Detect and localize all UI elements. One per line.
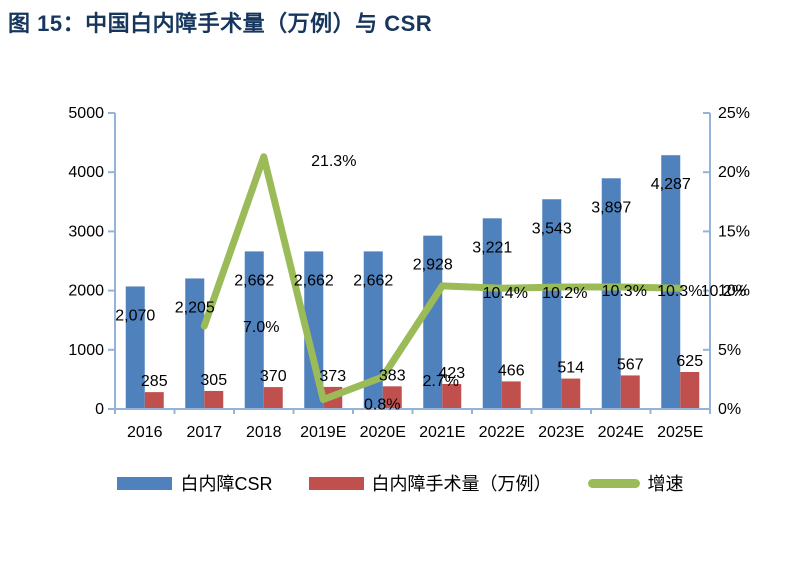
- growth-line: [200, 153, 684, 403]
- surgery-bar: [501, 381, 521, 409]
- x-axis-category-label: 2025E: [657, 424, 703, 441]
- surgery-bar-label: 423: [438, 365, 465, 382]
- legend-item-csr: 白内障CSR: [117, 470, 273, 496]
- left-axis-tick-label: 1000: [68, 342, 104, 359]
- legend-item-growth: 增速: [587, 470, 684, 496]
- left-axis-tick-label: 0: [95, 401, 104, 418]
- csr-bar-label: 2,070: [115, 307, 155, 324]
- csr-bar-label: 2,928: [413, 257, 453, 274]
- surgery-bar-label: 370: [260, 368, 287, 385]
- left-axis-tick-label: 4000: [68, 164, 104, 181]
- surgery-bar-label: 514: [557, 360, 584, 377]
- surgery-bar-label: 466: [498, 362, 525, 379]
- right-axis-tick-label: 5%: [718, 342, 741, 359]
- surgery-bar-label: 625: [676, 353, 703, 370]
- chart-legend: 白内障CSR 白内障手术量（万例） 增速: [0, 470, 801, 496]
- legend-item-surgery: 白内障手术量（万例）: [308, 470, 552, 496]
- growth-line-label: 10.3%: [657, 283, 702, 300]
- growth-line-label: 0.8%: [364, 397, 400, 414]
- x-axis-category-label: 2022E: [479, 424, 525, 441]
- surgery-bar-label: 383: [379, 367, 406, 384]
- left-axis-tick-label: 2000: [68, 283, 104, 300]
- growth-line-label: 10.3%: [602, 283, 647, 300]
- x-axis-category-label: 2016: [127, 424, 163, 441]
- csr-bar: [601, 178, 621, 409]
- csr-bar: [482, 218, 502, 409]
- csr-bar-label: 2,662: [353, 272, 393, 289]
- left-axis-tick-label: 5000: [68, 105, 104, 122]
- legend-label-surgery: 白内障手术量（万例）: [371, 474, 552, 494]
- csr-bar-label: 3,543: [532, 220, 572, 237]
- legend-label-csr: 白内障CSR: [180, 474, 273, 494]
- csr-bar: [423, 235, 443, 409]
- csr-bar-label: 4,287: [651, 176, 691, 193]
- x-axis-category-label: 2023E: [538, 424, 584, 441]
- surgery-bar: [561, 378, 581, 409]
- right-axis-tick-label: 0%: [718, 401, 741, 418]
- surgery-bar-label: 373: [319, 368, 346, 385]
- csr-bar-swatch-icon: [117, 476, 173, 490]
- surgery-bar: [204, 390, 224, 409]
- x-axis-category-label: 2019E: [300, 424, 346, 441]
- growth-line-label: 10.2%: [542, 285, 587, 302]
- growth-line-swatch-icon: [587, 478, 640, 488]
- csr-bar-label: 3,221: [472, 239, 512, 256]
- csr-bar: [244, 251, 264, 409]
- growth-line-label: 2.7%: [423, 373, 459, 390]
- surgery-bar: [620, 375, 640, 409]
- x-axis-category-label: 2024E: [598, 424, 644, 441]
- growth-line-label: 10.4%: [483, 285, 528, 302]
- surgery-bar: [144, 392, 164, 409]
- surgery-bar: [263, 387, 283, 409]
- surgery-bar-label: 567: [617, 356, 644, 373]
- right-axis-tick-label: 10%: [718, 283, 750, 300]
- csr-bar: [363, 251, 383, 409]
- growth-line-label: 21.3%: [311, 153, 356, 170]
- csr-bar-label: 2,205: [175, 299, 215, 316]
- x-axis-category-label: 2021E: [419, 424, 465, 441]
- right-axis-tick-label: 20%: [718, 164, 750, 181]
- growth-line-label: 7.0%: [243, 319, 279, 336]
- surgery-bar-swatch-icon: [308, 476, 364, 490]
- surgery-bar: [442, 383, 462, 409]
- csr-bar: [185, 278, 205, 409]
- growth-line-label: 10.2%: [701, 283, 746, 300]
- surgery-bar: [680, 372, 700, 409]
- x-axis-category-label: 2018: [246, 424, 282, 441]
- csr-bar: [542, 199, 562, 409]
- x-axis-category-label: 2017: [186, 424, 222, 441]
- legend-label-growth: 增速: [647, 474, 684, 494]
- figure-title: 图 15：中国白内障手术量（万例）与 CSR: [8, 11, 433, 36]
- right-axis-tick-label: 15%: [718, 223, 750, 240]
- csr-bar: [125, 286, 145, 409]
- csr-bar-label: 2,662: [294, 272, 334, 289]
- csr-bar-label: 2,662: [234, 272, 274, 289]
- csr-bar: [661, 155, 681, 409]
- surgery-bar-label: 305: [200, 372, 227, 389]
- surgery-bar-label: 285: [141, 373, 168, 390]
- left-axis-tick-label: 3000: [68, 223, 104, 240]
- right-axis-tick-label: 25%: [718, 105, 750, 122]
- surgery-bar: [382, 386, 402, 409]
- x-axis-category-label: 2020E: [360, 424, 406, 441]
- csr-bar-label: 3,897: [591, 199, 631, 216]
